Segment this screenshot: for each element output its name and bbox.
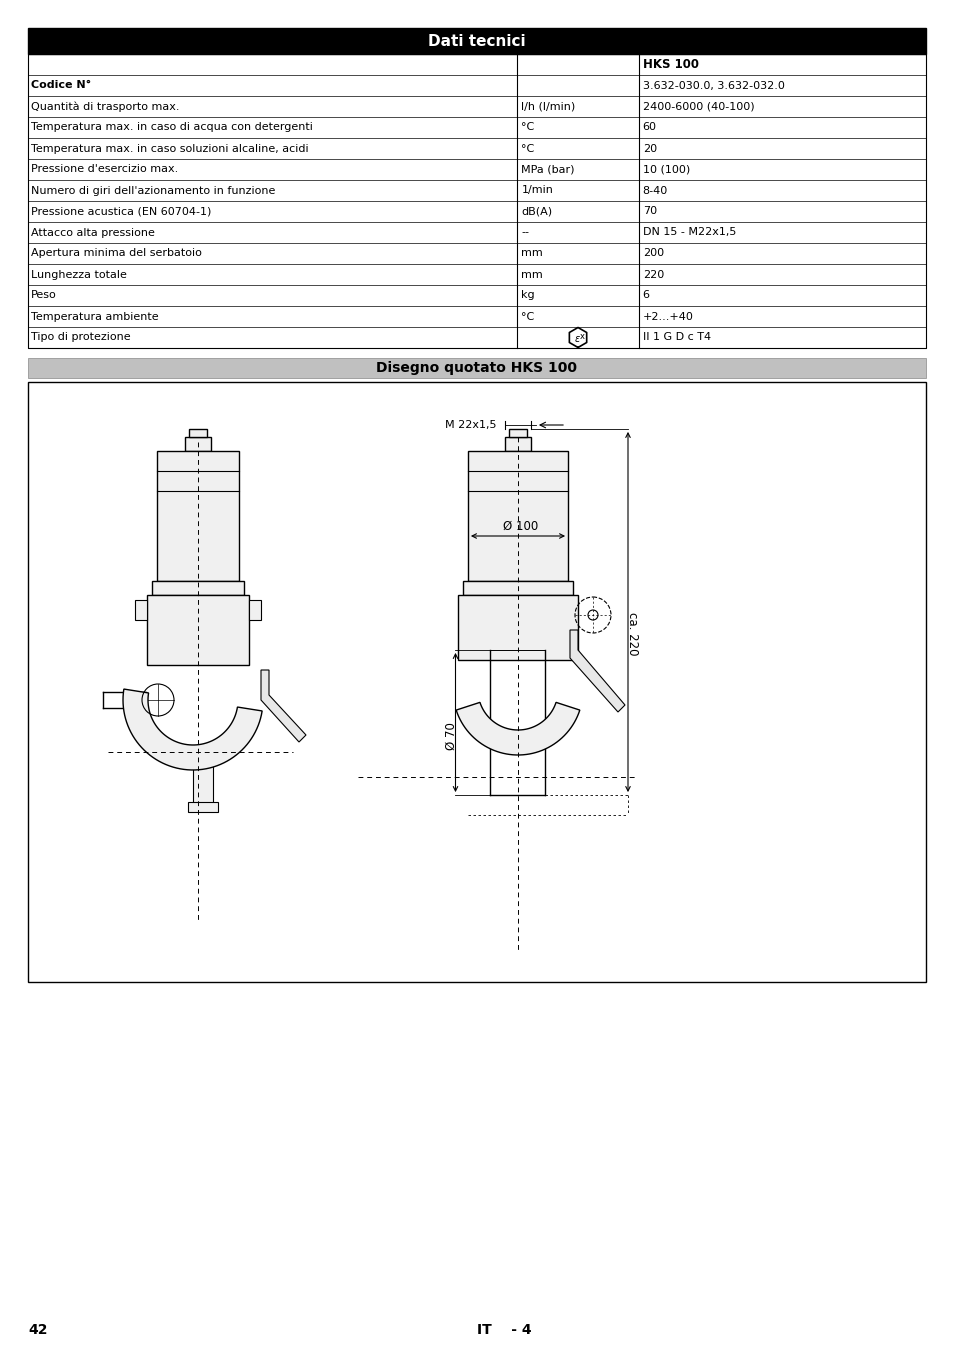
- Text: ca. 220: ca. 220: [626, 612, 639, 656]
- Text: Lunghezza totale: Lunghezza totale: [30, 270, 127, 279]
- Text: 10 (100): 10 (100): [642, 165, 689, 174]
- Text: 60: 60: [642, 123, 656, 132]
- Text: IT    - 4: IT - 4: [476, 1323, 531, 1336]
- Text: l/h (l/min): l/h (l/min): [521, 101, 575, 112]
- Text: Ø 70: Ø 70: [444, 722, 457, 751]
- Bar: [28, 28, 925, 54]
- Text: x: x: [578, 332, 584, 342]
- Text: 6: 6: [642, 290, 649, 301]
- Text: 20: 20: [642, 143, 656, 154]
- Bar: [468, 451, 567, 580]
- Bar: [135, 599, 147, 620]
- Text: M 22x1,5: M 22x1,5: [444, 420, 496, 431]
- Bar: [28, 382, 925, 981]
- Text: 1/min: 1/min: [521, 185, 553, 196]
- Text: Temperatura max. in caso soluzioni alcaline, acidi: Temperatura max. in caso soluzioni alcal…: [30, 143, 309, 154]
- Text: 8-40: 8-40: [642, 185, 667, 196]
- Text: Temperatura ambiente: Temperatura ambiente: [30, 312, 158, 321]
- Bar: [28, 54, 925, 348]
- Polygon shape: [456, 702, 579, 755]
- Text: Pressione acustica (EN 60704-1): Pressione acustica (EN 60704-1): [30, 207, 212, 216]
- Text: MPa (bar): MPa (bar): [521, 165, 575, 174]
- Text: °C: °C: [521, 143, 534, 154]
- Polygon shape: [123, 688, 262, 769]
- Text: dB(A): dB(A): [521, 207, 552, 216]
- Bar: [28, 358, 925, 378]
- Text: Tipo di protezione: Tipo di protezione: [30, 332, 131, 343]
- Text: 70: 70: [642, 207, 656, 216]
- Text: $\epsilon$: $\epsilon$: [573, 333, 579, 343]
- Bar: [504, 437, 531, 451]
- Text: kg: kg: [521, 290, 535, 301]
- Bar: [509, 429, 526, 437]
- Text: 2400-6000 (40-100): 2400-6000 (40-100): [642, 101, 754, 112]
- Text: °C: °C: [521, 123, 534, 132]
- Text: Attacco alta pressione: Attacco alta pressione: [30, 228, 154, 238]
- Bar: [193, 760, 213, 810]
- Text: Temperatura max. in caso di acqua con detergenti: Temperatura max. in caso di acqua con de…: [30, 123, 313, 132]
- Bar: [189, 429, 207, 437]
- Text: Numero di giri dell'azionamento in funzione: Numero di giri dell'azionamento in funzi…: [30, 185, 275, 196]
- Text: 42: 42: [28, 1323, 48, 1336]
- Bar: [188, 802, 218, 811]
- Text: +2...+40: +2...+40: [642, 312, 693, 321]
- Text: mm: mm: [521, 248, 542, 258]
- Text: Codice N°: Codice N°: [30, 81, 91, 90]
- Bar: [457, 595, 578, 660]
- Polygon shape: [569, 630, 624, 711]
- Text: Quantità di trasporto max.: Quantità di trasporto max.: [30, 101, 179, 112]
- Text: Peso: Peso: [30, 290, 56, 301]
- Text: Apertura minima del serbatoio: Apertura minima del serbatoio: [30, 248, 202, 258]
- Text: 3.632-030.0, 3.632-032.0: 3.632-030.0, 3.632-032.0: [642, 81, 783, 90]
- Text: Pressione d'esercizio max.: Pressione d'esercizio max.: [30, 165, 178, 174]
- Bar: [249, 599, 261, 620]
- Text: Ø 100: Ø 100: [502, 520, 537, 532]
- Bar: [185, 437, 211, 451]
- Text: mm: mm: [521, 270, 542, 279]
- Text: 200: 200: [642, 248, 663, 258]
- Text: 220: 220: [642, 270, 663, 279]
- Text: Disegno quotato HKS 100: Disegno quotato HKS 100: [376, 360, 577, 375]
- Polygon shape: [261, 670, 306, 743]
- Text: Dati tecnici: Dati tecnici: [428, 34, 525, 49]
- Bar: [462, 580, 573, 595]
- Text: DN 15 - M22x1,5: DN 15 - M22x1,5: [642, 228, 736, 238]
- Text: °C: °C: [521, 312, 534, 321]
- Bar: [152, 580, 244, 595]
- Bar: [157, 451, 239, 580]
- Text: II 1 G D c T4: II 1 G D c T4: [642, 332, 710, 343]
- Text: --: --: [521, 228, 529, 238]
- Text: HKS 100: HKS 100: [642, 58, 698, 72]
- Bar: [147, 595, 249, 666]
